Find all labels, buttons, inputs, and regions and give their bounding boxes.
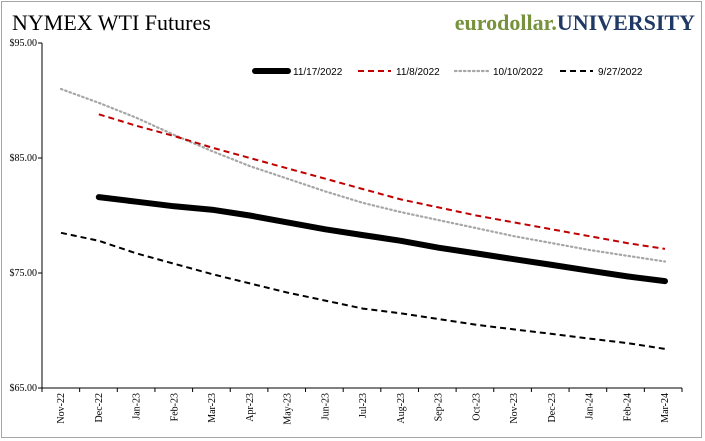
y-tick-label: $75.00	[10, 268, 38, 279]
x-tick-label: Mar-23	[207, 393, 218, 423]
x-tick-label: May-23	[283, 393, 294, 425]
chart-legend: 11/17/2022 11/8/2022 10/10/2022 9/27/2022	[252, 67, 643, 78]
x-tick-label: Dec-22	[94, 393, 105, 422]
x-tick-label: Feb-24	[622, 393, 633, 421]
x-tick-label: Jan-23	[132, 393, 143, 420]
chart-series-group	[59, 87, 668, 350]
x-tick-label: Dec-23	[547, 393, 558, 422]
series-line-11-17-2022	[95, 194, 668, 285]
x-tick-label: Feb-23	[169, 393, 180, 421]
legend-label: 11/8/2022	[396, 67, 440, 78]
x-tick-label: Mar-24	[660, 393, 671, 423]
x-tick-label: Jul-23	[358, 393, 369, 418]
x-tick-label: Sep-23	[434, 393, 445, 421]
x-tick-label: Oct-23	[471, 393, 482, 421]
series-line-11-8-2022	[98, 113, 666, 250]
x-tick-label: Jun-23	[320, 393, 331, 420]
legend-label: 9/27/2022	[598, 67, 643, 78]
x-tick-label: Aug-23	[396, 393, 407, 424]
y-tick-label: $85.00	[10, 153, 38, 164]
series-line-10-10-2022	[59, 87, 667, 263]
legend-label: 11/17/2022	[293, 67, 343, 78]
chart-axes: $65.00 $75.00 $85.00 $95.00 Nov-22 Dec-22 Jan-…	[10, 38, 683, 425]
x-tick-label: Jan-24	[585, 393, 596, 420]
x-tick-label: Nov-23	[509, 393, 520, 424]
y-tick-label: $65.00	[10, 383, 38, 394]
brand-logo-part1: eurodollar.	[454, 10, 557, 35]
brand-logo-part2: UNIVERSITY	[556, 10, 695, 35]
chart-title: NYMEX WTI Futures	[12, 10, 211, 35]
legend-label: 10/10/2022	[493, 67, 543, 78]
brand-logo: eurodollar.UNIVERSITY	[455, 10, 695, 36]
y-tick-label: $95.00	[10, 38, 38, 49]
x-tick-label: Nov-22	[56, 393, 67, 424]
x-tick-label: Apr-23	[245, 393, 256, 422]
series-line-9-27-2022	[60, 231, 666, 350]
